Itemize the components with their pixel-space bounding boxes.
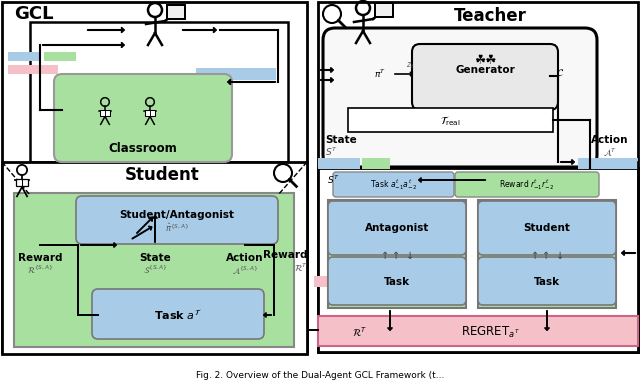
Bar xyxy=(348,108,553,132)
Bar xyxy=(167,5,185,19)
FancyBboxPatch shape xyxy=(478,257,616,305)
Text: $\pi^T$: $\pi^T$ xyxy=(374,68,386,80)
Bar xyxy=(318,158,360,169)
Text: Action: Action xyxy=(591,135,628,145)
Text: $\hat{\pi}^{\{S,A\}}$: $\hat{\pi}^{\{S,A\}}$ xyxy=(164,222,189,234)
Text: $\mathcal{A}^T$: $\mathcal{A}^T$ xyxy=(603,146,617,158)
Text: $\mathcal{A}^{\{S,A\}}$: $\mathcal{A}^{\{S,A\}}$ xyxy=(232,264,259,276)
Text: Student: Student xyxy=(125,166,200,184)
Text: Task: Task xyxy=(384,277,410,287)
FancyBboxPatch shape xyxy=(328,257,466,305)
Text: Fig. 2. Overview of the Dual-Agent GCL Framework (t...: Fig. 2. Overview of the Dual-Agent GCL F… xyxy=(196,371,444,379)
Text: Classroom: Classroom xyxy=(109,142,177,154)
Text: ☘☘: ☘☘ xyxy=(474,54,496,66)
Bar xyxy=(318,316,638,346)
Text: Task: Task xyxy=(534,277,560,287)
Bar xyxy=(30,22,288,162)
Bar xyxy=(100,110,110,116)
Text: $\mathcal{R}^{\{S,A\}}$: $\mathcal{R}^{\{S,A\}}$ xyxy=(27,264,53,276)
Text: GCL: GCL xyxy=(14,5,54,23)
Bar xyxy=(375,3,393,17)
FancyBboxPatch shape xyxy=(328,201,466,255)
Bar xyxy=(196,68,276,80)
Bar xyxy=(2,2,307,352)
Text: Reward: Reward xyxy=(264,250,308,260)
FancyBboxPatch shape xyxy=(92,289,264,339)
Text: $z_t$: $z_t$ xyxy=(406,61,414,71)
FancyBboxPatch shape xyxy=(455,172,599,197)
Text: $S^T$: $S^T$ xyxy=(325,146,338,158)
Bar xyxy=(44,52,76,61)
Bar xyxy=(16,179,28,186)
Text: State: State xyxy=(325,135,356,145)
Bar xyxy=(2,162,307,354)
Bar xyxy=(145,110,155,116)
Bar xyxy=(8,52,40,61)
Bar xyxy=(478,200,616,308)
Text: $S^T$: $S^T$ xyxy=(327,174,340,186)
FancyBboxPatch shape xyxy=(323,28,597,167)
Bar xyxy=(14,193,294,347)
Bar xyxy=(328,200,466,308)
Text: $\mathcal{S}^{\{S,A\}}$: $\mathcal{S}^{\{S,A\}}$ xyxy=(143,264,168,276)
Text: Task $a^t_{-1}a^t_{-2}$: Task $a^t_{-1}a^t_{-2}$ xyxy=(369,178,417,193)
Bar xyxy=(318,168,638,352)
Text: Teacher: Teacher xyxy=(454,7,527,25)
Text: Reward $r^t_{-1}r^t_{-2}$: Reward $r^t_{-1}r^t_{-2}$ xyxy=(499,178,554,193)
Bar xyxy=(8,65,58,74)
FancyBboxPatch shape xyxy=(478,201,616,255)
Text: $\uparrow\!\uparrow \; \downarrow$: $\uparrow\!\uparrow \; \downarrow$ xyxy=(529,249,564,261)
Text: Generator: Generator xyxy=(455,65,515,75)
Text: Action: Action xyxy=(227,253,264,263)
Text: Student: Student xyxy=(524,223,570,233)
Bar xyxy=(314,276,354,287)
Text: State: State xyxy=(139,253,171,263)
Text: $\mathcal{R}^T$: $\mathcal{R}^T$ xyxy=(352,325,367,339)
Text: Student/Antagonist: Student/Antagonist xyxy=(120,210,234,220)
Text: Task $a^{\mathcal{T}}$: Task $a^{\mathcal{T}}$ xyxy=(154,308,202,322)
Bar xyxy=(362,158,390,169)
Text: $\mathcal{T}_{\mathrm{real}}$: $\mathcal{T}_{\mathrm{real}}$ xyxy=(440,114,460,128)
FancyBboxPatch shape xyxy=(54,74,232,162)
Text: $\mathcal{C}$: $\mathcal{C}$ xyxy=(556,66,564,78)
Text: Antagonist: Antagonist xyxy=(365,223,429,233)
FancyBboxPatch shape xyxy=(76,196,278,244)
Bar xyxy=(578,158,638,169)
FancyBboxPatch shape xyxy=(333,172,454,197)
Text: $\uparrow\!\uparrow \; \downarrow$: $\uparrow\!\uparrow \; \downarrow$ xyxy=(380,249,415,261)
Text: $\mathcal{R}^T$: $\mathcal{R}^T$ xyxy=(294,262,308,274)
FancyBboxPatch shape xyxy=(412,44,558,110)
Bar xyxy=(318,2,638,352)
Text: $\mathrm{REGRET}_{a^T}$: $\mathrm{REGRET}_{a^T}$ xyxy=(461,325,520,340)
Text: Reward: Reward xyxy=(18,253,62,263)
